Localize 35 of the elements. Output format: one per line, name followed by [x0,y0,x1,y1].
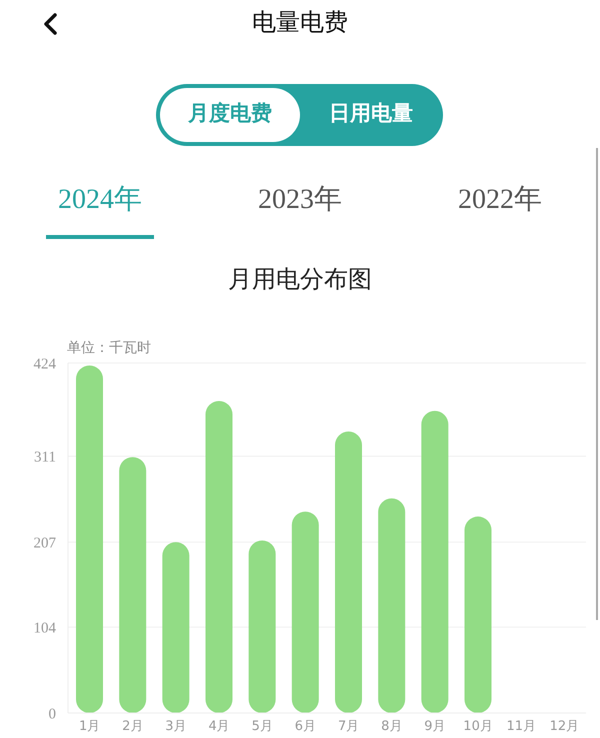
chart-title: 月用电分布图 [227,265,373,294]
x-tick-label: 5月 [252,719,273,734]
bar [206,400,232,713]
bar [76,365,103,713]
bar [292,512,319,713]
bar [119,457,146,713]
x-tick-label: 3月 [165,719,187,734]
x-tick-label: 11月 [506,719,536,734]
bar [378,498,406,713]
x-tick-label: 1月 [78,719,100,734]
x-tick-label: 2月 [122,719,144,734]
bar [162,542,190,713]
y-tick-label: 311 [34,450,56,466]
x-tick-label: 8月 [381,719,402,734]
y-tick-label: 207 [34,535,56,552]
x-tick-label: 10月 [463,719,493,734]
x-tick-label: 7月 [338,719,360,734]
x-tick-label: 9月 [424,719,446,734]
text: 2022年 [457,183,543,217]
x-tick-label: 12月 [550,719,580,734]
bar [421,410,448,713]
bar [464,516,492,713]
y-axis-title: 单位：千瓦时 [67,340,151,357]
text: 2024年 [57,183,143,217]
text: 日用电量 [328,101,414,126]
text: 月度电费 [187,101,273,126]
bar [335,432,362,713]
y-tick-label: 0 [48,706,56,722]
text: 2023年 [257,183,343,217]
bar [248,540,276,713]
x-tick-label: 6月 [294,719,316,734]
y-tick-label: 104 [34,620,56,636]
x-tick-label: 4月 [208,719,230,734]
text: 电量电费 [251,8,349,37]
y-tick-label: 424 [34,356,56,372]
